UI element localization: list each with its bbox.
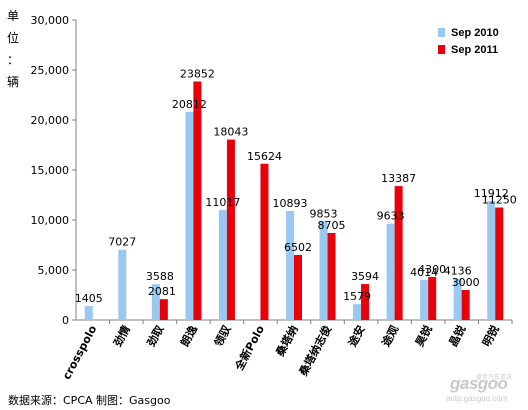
bar-sep-2010	[319, 221, 328, 320]
data-label: 1405	[75, 292, 103, 305]
bar-sep-2011	[226, 139, 235, 320]
data-label: 4300	[418, 263, 446, 276]
logo-cn-text: 盖世汽车资讯	[476, 374, 513, 381]
data-label: 4014	[410, 266, 438, 279]
data-label: 11250	[482, 194, 517, 207]
bar-sep-2011	[294, 254, 302, 320]
x-category-label: 晶锐	[446, 323, 469, 349]
data-label: 3594	[351, 270, 379, 283]
x-category-label: 劲情	[110, 323, 133, 349]
y-axis: 0 5,000 10,000 15,000 20,000 25,000 30,000	[31, 14, 77, 327]
legend-label: Sep 2010	[451, 27, 499, 39]
y-axis-unit-char: 辆	[7, 75, 19, 89]
y-tick-label: 20,000	[31, 114, 70, 127]
x-category-label: 昊锐	[412, 323, 435, 349]
y-tick-label: 5,000	[38, 264, 70, 277]
data-label: 3000	[452, 276, 480, 289]
bars	[84, 81, 504, 320]
logo-wordmark: gasgoo	[450, 374, 508, 393]
bar-sep-2011	[394, 186, 403, 320]
bar-sep-2010	[420, 279, 429, 320]
bar-sep-2010	[118, 249, 127, 320]
bar-sep-2011	[327, 232, 336, 320]
data-label: 3588	[146, 270, 174, 283]
x-category-label: 途安	[345, 323, 368, 349]
bar-sep-2011	[361, 284, 370, 320]
y-tick-label: 0	[62, 314, 69, 327]
x-category-label: 领驭	[210, 322, 234, 350]
bar-sep-2011	[428, 277, 437, 320]
logo-url: auto.gasgoo.com	[446, 394, 508, 403]
bar-sep-2011	[193, 81, 202, 320]
source-note: 数据来源：CPCA 制图：Gasgoo	[8, 394, 171, 407]
bar-sep-2011	[495, 207, 504, 320]
bar-sep-2011	[260, 163, 269, 320]
data-label: 10893	[273, 197, 308, 210]
bar-sep-2010	[286, 211, 294, 320]
y-tick-label: 10,000	[31, 214, 70, 227]
category-labels: crosspolo 劲情 劲取 朗逸 领驭 全新Polo 桑塔纳桑塔纳志俊 途安 途观 昊锐 晶锐明…	[60, 322, 502, 382]
x-category-label: 途观	[379, 323, 402, 349]
bar-sep-2010	[487, 200, 496, 320]
data-label: 15624	[247, 150, 282, 163]
x-category-label: 朗逸	[177, 323, 200, 349]
gasgoo-logo: 盖世汽车资讯 gasgoo auto.gasgoo.com	[442, 372, 524, 406]
x-category-label: 桑塔纳志俊	[296, 323, 335, 379]
data-label: 18043	[213, 126, 248, 139]
y-axis-unit-char: ：	[7, 53, 19, 67]
bar-sep-2010	[218, 209, 227, 320]
x-category-label: crosspolo	[60, 323, 100, 382]
legend: Sep 2010 Sep 2011	[438, 27, 499, 56]
bar-sep-2011	[461, 290, 470, 320]
data-label: 9853	[310, 207, 338, 220]
y-axis-unit-char: 单	[7, 9, 19, 23]
bar-sep-2010	[453, 278, 462, 320]
bar-sep-2011	[159, 299, 168, 320]
data-label: 7027	[108, 236, 136, 249]
bar-sep-2010	[151, 284, 160, 320]
data-label: 2081	[148, 285, 176, 298]
x-category-label: 桑塔纳	[272, 323, 300, 360]
data-label: 23852	[180, 67, 215, 80]
legend-swatch	[438, 28, 445, 37]
bar-sep-2010	[386, 223, 395, 320]
x-category-label: 全新Polo	[231, 322, 267, 373]
data-label: 6502	[284, 241, 312, 254]
x-category-label: 劲取	[144, 323, 167, 349]
y-tick-label: 25,000	[31, 64, 70, 77]
y-axis-unit-char: 位	[7, 30, 19, 45]
data-label: 20812	[172, 98, 207, 111]
data-label: 4136	[444, 265, 472, 278]
y-tick-label: 30,000	[31, 14, 70, 27]
data-label: 11017	[205, 196, 240, 209]
y-axis-unit-label: 单位 ： 辆	[7, 9, 19, 89]
bar-sep-2010	[84, 305, 93, 320]
data-label: 1579	[343, 290, 371, 303]
legend-label: Sep 2011	[451, 44, 498, 56]
y-tick-label: 15,000	[31, 164, 70, 177]
data-label: 8705	[318, 219, 346, 232]
bar-sep-2010	[353, 304, 362, 320]
bar-sep-2010	[185, 111, 194, 320]
data-label: 9633	[377, 210, 405, 223]
data-label: 11912	[474, 187, 509, 200]
x-category-label: 明锐	[479, 323, 502, 349]
data-label: 13387	[381, 172, 416, 185]
x-axis	[76, 319, 513, 324]
data-labels: 1405 7027 3588 2081 20812 23852 11017 18043 1562…	[75, 67, 517, 304]
legend-swatch	[438, 45, 445, 54]
